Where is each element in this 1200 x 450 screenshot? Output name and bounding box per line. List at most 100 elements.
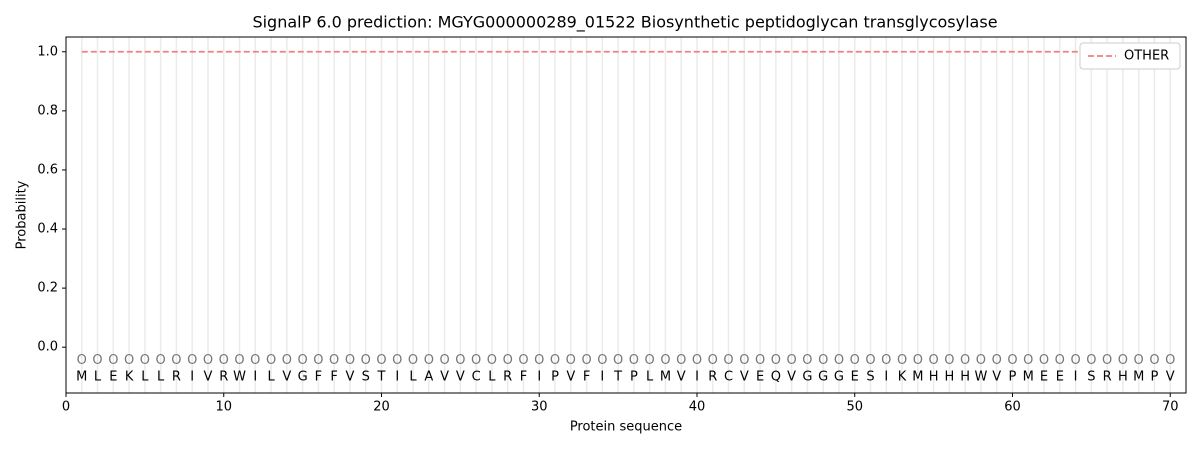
residue-label: L bbox=[267, 369, 275, 384]
position-label: O bbox=[613, 353, 623, 368]
position-label: O bbox=[171, 353, 181, 368]
position-label: O bbox=[408, 353, 418, 368]
position-label: O bbox=[645, 353, 655, 368]
position-label: O bbox=[708, 353, 718, 368]
residue-label: V bbox=[456, 369, 465, 384]
residue-label: I bbox=[1074, 369, 1078, 384]
position-label: O bbox=[581, 353, 591, 368]
residue-label: G bbox=[802, 369, 812, 384]
y-tick-label: 0.4 bbox=[37, 222, 58, 237]
residue-label: R bbox=[219, 369, 228, 384]
position-label: O bbox=[1023, 353, 1033, 368]
position-label: O bbox=[1007, 353, 1017, 368]
position-label: O bbox=[234, 353, 244, 368]
position-label: O bbox=[550, 353, 560, 368]
residue-label: W bbox=[974, 369, 987, 384]
x-tick-label: 30 bbox=[531, 400, 548, 415]
position-label: O bbox=[455, 353, 465, 368]
residue-label: E bbox=[851, 369, 859, 384]
position-label: O bbox=[865, 353, 875, 368]
residue-label: V bbox=[345, 369, 354, 384]
position-label: O bbox=[298, 353, 308, 368]
position-label: O bbox=[471, 353, 481, 368]
position-label: O bbox=[266, 353, 276, 368]
residue-label: Q bbox=[771, 369, 781, 384]
position-label: O bbox=[329, 353, 339, 368]
position-label: O bbox=[692, 353, 702, 368]
position-label: O bbox=[376, 353, 386, 368]
position-label: O bbox=[755, 353, 765, 368]
position-label: O bbox=[1165, 353, 1175, 368]
residue-label: I bbox=[600, 369, 604, 384]
residue-label: E bbox=[756, 369, 764, 384]
residue-label: V bbox=[992, 369, 1001, 384]
residue-label: C bbox=[472, 369, 481, 384]
residue-label: H bbox=[944, 369, 954, 384]
residue-label: V bbox=[566, 369, 575, 384]
residue-label: I bbox=[884, 369, 888, 384]
position-label: O bbox=[1118, 353, 1128, 368]
residue-label: L bbox=[488, 369, 496, 384]
residue-label: E bbox=[1056, 369, 1064, 384]
position-label: O bbox=[913, 353, 923, 368]
x-tick-label: 0 bbox=[62, 400, 70, 415]
residue-label: M bbox=[912, 369, 923, 384]
residue-label: T bbox=[613, 369, 622, 384]
residue-label: P bbox=[1009, 369, 1017, 384]
residue-label: M bbox=[76, 369, 87, 384]
position-label: O bbox=[108, 353, 118, 368]
position-label: O bbox=[250, 353, 260, 368]
residue-label: F bbox=[583, 369, 590, 384]
residue-label: A bbox=[424, 369, 433, 384]
residue-label: L bbox=[409, 369, 417, 384]
legend-label: OTHER bbox=[1124, 49, 1169, 64]
position-label: O bbox=[1055, 353, 1065, 368]
position-label: O bbox=[424, 353, 434, 368]
position-label: O bbox=[1039, 353, 1049, 368]
residue-label: S bbox=[866, 369, 874, 384]
x-tick-label: 20 bbox=[373, 400, 390, 415]
residue-label: G bbox=[298, 369, 308, 384]
position-label: O bbox=[503, 353, 513, 368]
position-label: O bbox=[219, 353, 229, 368]
position-label: O bbox=[187, 353, 197, 368]
position-label: O bbox=[629, 353, 639, 368]
position-label: O bbox=[992, 353, 1002, 368]
position-label: O bbox=[802, 353, 812, 368]
residue-label: F bbox=[520, 369, 527, 384]
position-label: O bbox=[439, 353, 449, 368]
residue-label: K bbox=[125, 369, 134, 384]
position-label: O bbox=[203, 353, 213, 368]
y-tick-label: 0.0 bbox=[37, 340, 58, 355]
residue-label: V bbox=[677, 369, 686, 384]
residue-label: M bbox=[660, 369, 671, 384]
position-label: O bbox=[676, 353, 686, 368]
residue-label: R bbox=[503, 369, 512, 384]
y-tick-label: 0.6 bbox=[37, 162, 58, 177]
residue-label: L bbox=[141, 369, 149, 384]
position-label: O bbox=[361, 353, 371, 368]
position-label: O bbox=[92, 353, 102, 368]
position-label: O bbox=[723, 353, 733, 368]
position-label: O bbox=[1149, 353, 1159, 368]
position-label: O bbox=[566, 353, 576, 368]
residue-label: E bbox=[1040, 369, 1048, 384]
position-label: O bbox=[124, 353, 134, 368]
position-label: O bbox=[787, 353, 797, 368]
x-tick-label: 70 bbox=[1162, 400, 1179, 415]
position-label: O bbox=[771, 353, 781, 368]
residue-label: V bbox=[787, 369, 796, 384]
position-label: O bbox=[660, 353, 670, 368]
position-label: O bbox=[928, 353, 938, 368]
chart-title: SignalP 6.0 prediction: MGYG000000289_01… bbox=[252, 13, 997, 33]
residue-label: I bbox=[190, 369, 194, 384]
residue-label: M bbox=[1023, 369, 1034, 384]
position-label: O bbox=[597, 353, 607, 368]
residue-label: V bbox=[440, 369, 449, 384]
y-axis-label: Probability bbox=[15, 180, 30, 249]
residue-label: F bbox=[330, 369, 337, 384]
position-label: O bbox=[77, 353, 87, 368]
position-label: O bbox=[1070, 353, 1080, 368]
position-label: O bbox=[518, 353, 528, 368]
residue-label: L bbox=[94, 369, 102, 384]
